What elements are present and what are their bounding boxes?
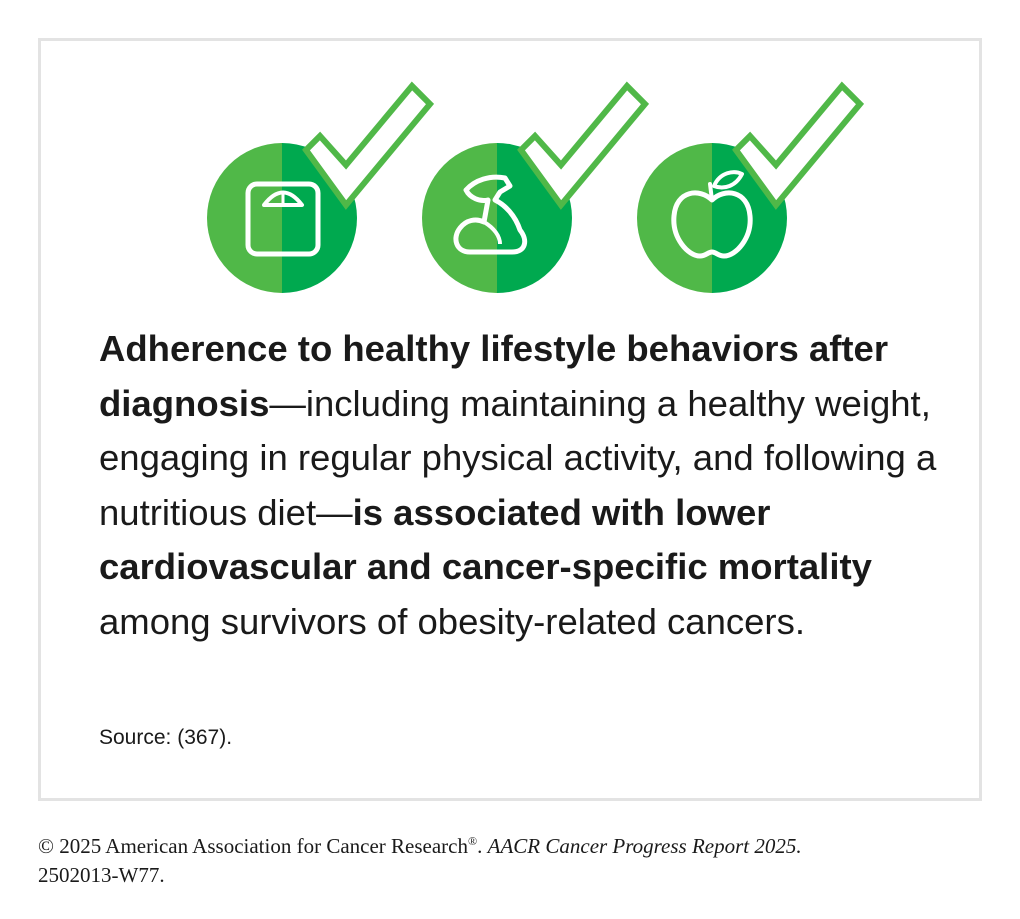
statement-tail: among survivors of obesity-related cance… bbox=[99, 600, 805, 642]
footer-separator: . bbox=[477, 834, 488, 858]
statement-detail: —including maintaining a healthy weight,… bbox=[99, 382, 937, 533]
check-mark-icon bbox=[517, 81, 650, 210]
icon-row bbox=[207, 81, 865, 293]
check-mark-icon bbox=[732, 81, 865, 210]
copyright-footer: © 2025 American Association for Cancer R… bbox=[38, 827, 998, 890]
copyright-text: © 2025 American Association for Cancer R… bbox=[38, 834, 468, 858]
check-mark-icon bbox=[302, 81, 435, 210]
statement-bold-finding: is associated with lower cardiovascular … bbox=[99, 491, 872, 588]
statement-bold-lead: Adherence to healthy lifestyle behaviors… bbox=[99, 328, 889, 424]
registered-mark: ® bbox=[468, 834, 478, 848]
figure-code: 2502013-W77. bbox=[38, 863, 165, 887]
report-title: AACR Cancer Progress Report 2025. bbox=[487, 834, 802, 858]
source-citation: Source: (367). bbox=[99, 726, 233, 749]
key-statement: Adherence to healthy lifestyle behaviors… bbox=[99, 322, 959, 649]
